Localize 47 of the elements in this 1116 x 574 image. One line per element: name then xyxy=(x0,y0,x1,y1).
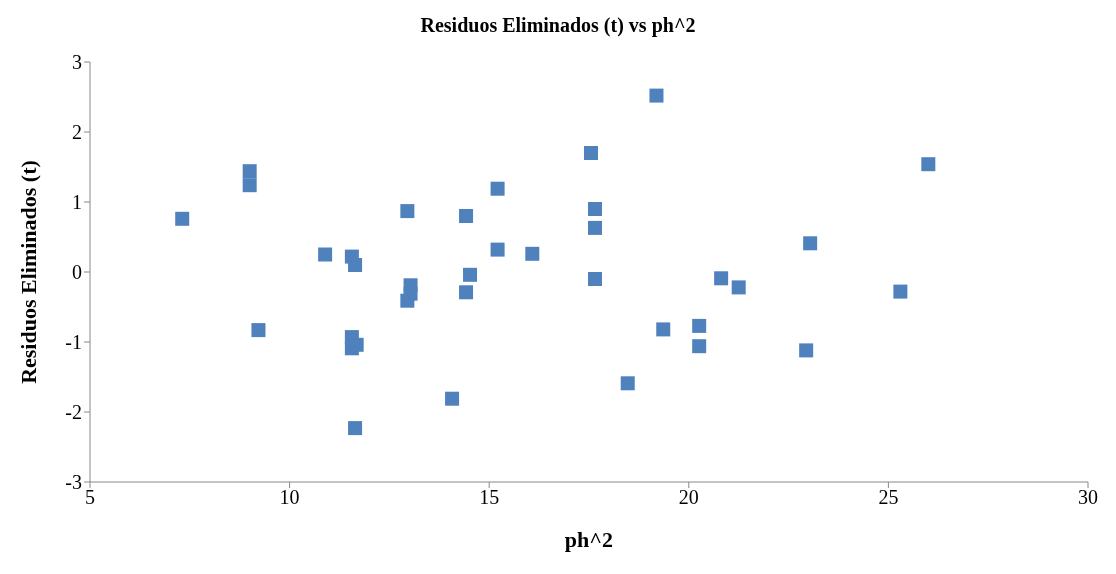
point xyxy=(799,343,814,358)
y-tick-label: -2 xyxy=(65,401,82,424)
y-tick-label: 1 xyxy=(72,191,82,214)
point xyxy=(649,88,664,103)
point xyxy=(459,209,474,223)
point xyxy=(584,146,598,160)
point xyxy=(175,211,190,226)
point xyxy=(692,339,707,354)
point xyxy=(714,271,729,286)
y-tick-label: -1 xyxy=(65,331,82,354)
y-tick-label: -3 xyxy=(65,471,82,494)
point xyxy=(251,323,266,338)
point xyxy=(242,164,257,179)
point xyxy=(242,178,257,193)
x-tick-label: 15 xyxy=(479,486,500,509)
point xyxy=(656,322,671,337)
point xyxy=(459,285,474,300)
point xyxy=(921,157,936,172)
x-tick-label: 10 xyxy=(279,486,300,509)
point xyxy=(348,421,363,436)
point xyxy=(587,272,602,286)
point xyxy=(731,280,746,295)
point xyxy=(620,376,635,391)
x-tick-label: 20 xyxy=(678,486,699,509)
x-tick-label: 5 xyxy=(85,486,95,509)
point xyxy=(525,246,540,261)
point xyxy=(692,318,707,333)
point xyxy=(348,258,363,272)
point xyxy=(400,204,415,219)
y-axis-title: Residuos Eliminados (t) xyxy=(15,160,41,384)
y-tick-label: 2 xyxy=(72,121,82,144)
point xyxy=(803,236,818,251)
point xyxy=(587,220,602,235)
point xyxy=(587,202,602,216)
x-tick-label: 30 xyxy=(1078,486,1098,509)
x-axis-title: ph^2 xyxy=(564,527,614,552)
point xyxy=(318,247,333,262)
point xyxy=(445,391,460,406)
x-tick-label: 25 xyxy=(878,486,899,509)
point xyxy=(490,242,505,257)
point xyxy=(893,284,908,299)
y-tick-label: 0 xyxy=(72,261,82,284)
y-tick-label: 3 xyxy=(72,51,82,74)
point xyxy=(400,293,415,308)
point xyxy=(490,181,505,196)
point xyxy=(463,267,478,282)
chart-title: Residuos Eliminados (t) vs ph^2 xyxy=(419,13,697,39)
